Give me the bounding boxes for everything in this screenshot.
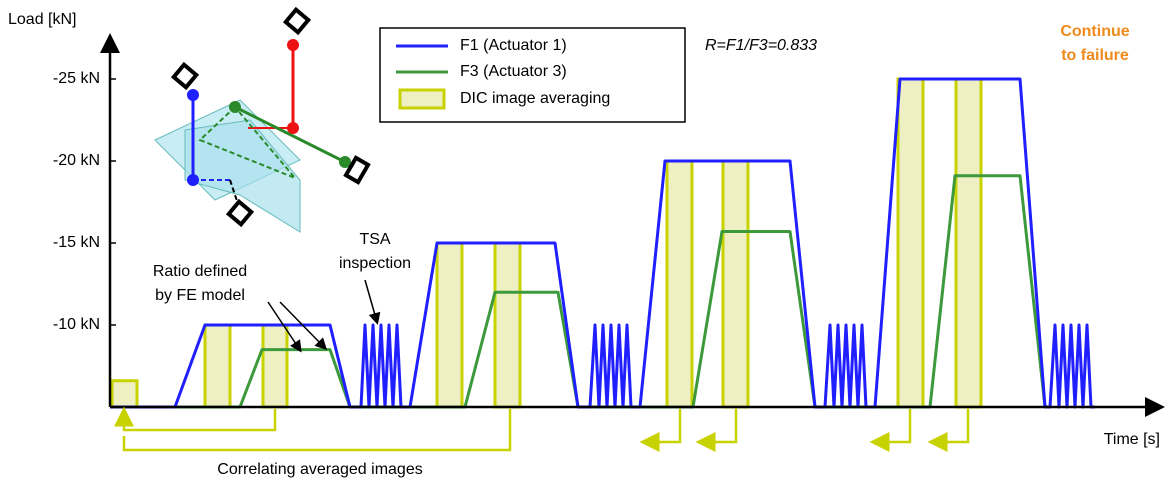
y-tick-label: -25 kN <box>53 70 100 87</box>
correlation-arrows <box>124 409 968 450</box>
annotation: Correlating averaged images <box>217 461 422 478</box>
legend-label: F1 (Actuator 1) <box>460 37 567 54</box>
annotation: TSA <box>359 231 390 248</box>
y-ticks: -25 kN -20 kN -15 kN -10 kN <box>53 70 116 333</box>
specimen-sketch <box>155 10 368 232</box>
y-tick-label: -15 kN <box>53 234 100 251</box>
ratio-label: R=F1/F3=0.833 <box>705 37 817 54</box>
dic-window <box>898 79 923 407</box>
dic-window <box>495 243 520 407</box>
legend-swatch <box>400 90 444 108</box>
dic-window <box>667 161 692 407</box>
annotation: by FE model <box>155 287 245 304</box>
annotation: inspection <box>339 255 411 272</box>
y-tick-label: -10 kN <box>53 316 100 333</box>
annotation: to failure <box>1061 47 1129 64</box>
dic-window <box>956 79 981 407</box>
y-axis-title: Load [kN] <box>8 11 76 28</box>
annotation: Ratio defined <box>153 263 247 280</box>
dic-window <box>263 325 287 407</box>
dic-window <box>205 325 230 407</box>
dic-window <box>723 161 748 407</box>
legend-label: F3 (Actuator 3) <box>460 63 567 80</box>
y-tick-label: -20 kN <box>53 152 100 169</box>
dic-window <box>112 381 137 407</box>
legend-label: DIC image averaging <box>460 90 610 107</box>
chart: Load [kN] Time [s] F1 (Actuator 1) F3 (Ac… <box>0 0 1169 486</box>
dic-window <box>437 243 462 407</box>
annotation: Continue <box>1060 23 1129 40</box>
x-axis-title: Time [s] <box>1104 431 1160 448</box>
